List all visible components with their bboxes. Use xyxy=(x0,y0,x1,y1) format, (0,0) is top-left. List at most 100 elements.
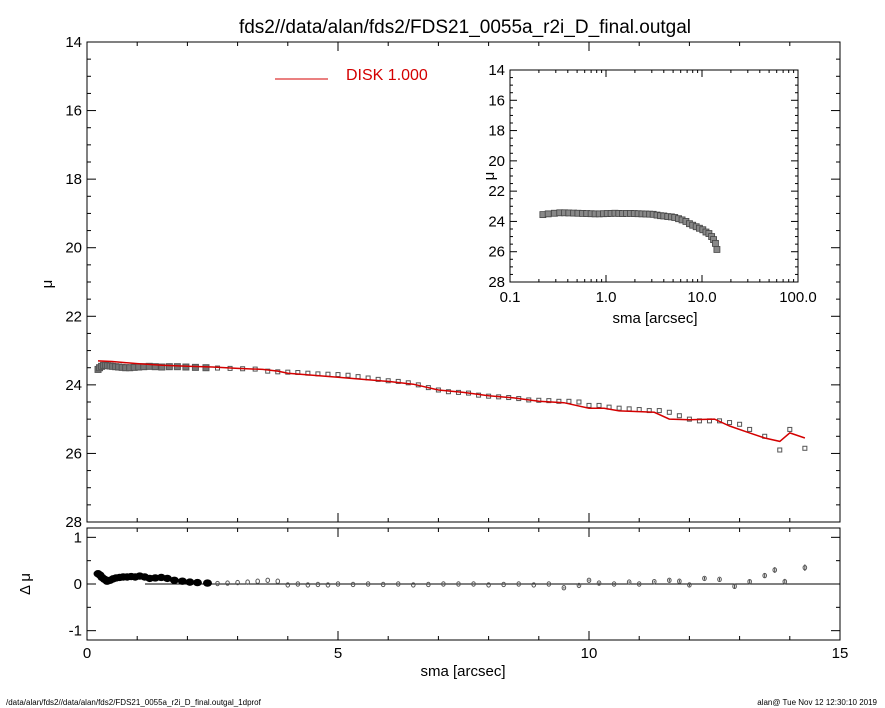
main-y-tick-label: 26 xyxy=(65,445,82,462)
main-data-point xyxy=(325,371,331,377)
residual-data-points xyxy=(93,564,808,591)
inset-x-tick-label: 0.1 xyxy=(500,289,521,306)
disk-model-line xyxy=(97,360,806,443)
main-y-tick-label: 22 xyxy=(65,308,82,325)
inset-y-tick-label: 14 xyxy=(488,62,505,79)
residual-y-ticks: 1 0 -1 xyxy=(69,529,840,640)
main-data-point xyxy=(191,363,199,371)
residual-data-point xyxy=(235,579,240,586)
main-data-point xyxy=(576,399,582,405)
residual-data-point xyxy=(717,576,722,583)
residual-data-point xyxy=(732,583,737,590)
main-data-point xyxy=(747,426,753,432)
main-data-point xyxy=(265,368,271,374)
main-data-point xyxy=(375,376,381,382)
residual-data-point xyxy=(192,578,202,587)
residual-y-tick-label: -1 xyxy=(69,623,82,640)
residual-data-point xyxy=(350,581,356,588)
residual-data-point xyxy=(365,581,371,587)
main-data-point xyxy=(151,363,159,371)
main-data-point xyxy=(546,398,552,404)
residual-data-point xyxy=(285,582,291,588)
residual-data-point xyxy=(245,579,250,585)
residual-data-point xyxy=(325,582,331,588)
residual-data-point xyxy=(486,582,491,588)
residual-x-axis-label: sma [arcsec] xyxy=(420,663,505,680)
main-data-point xyxy=(656,408,662,414)
residual-data-point xyxy=(576,582,582,589)
residual-data-point xyxy=(687,582,692,588)
inset-y-tick-label: 22 xyxy=(488,183,505,200)
residual-data-point xyxy=(586,577,592,583)
residual-data-point xyxy=(456,581,461,587)
residual-data-point xyxy=(561,585,567,591)
residual-data-point xyxy=(202,579,212,587)
main-data-point xyxy=(345,372,351,378)
inset-y-tick-label: 24 xyxy=(488,213,505,230)
residual-data-point xyxy=(411,582,416,588)
main-data-point xyxy=(566,398,572,404)
legend-label: DISK 1.000 xyxy=(346,67,428,84)
main-data-point xyxy=(556,398,562,404)
residual-data-point xyxy=(225,580,230,586)
main-data-point xyxy=(676,413,682,419)
residual-data-point xyxy=(782,578,788,585)
main-data-point xyxy=(737,421,743,427)
main-data-point xyxy=(335,372,341,378)
residual-x-tick-label: 5 xyxy=(334,645,342,662)
residual-data-point xyxy=(441,581,446,587)
residual-data-point xyxy=(265,577,271,583)
residual-x-tick-label: 0 xyxy=(83,645,91,662)
main-y-tick-label: 14 xyxy=(65,34,82,51)
main-data-point xyxy=(616,405,622,411)
main-y-tick-label: 24 xyxy=(65,377,82,394)
residual-data-point xyxy=(255,578,260,584)
residual-data-point xyxy=(516,581,522,587)
residual-data-point xyxy=(762,572,768,579)
main-data-point xyxy=(802,445,808,451)
main-data-point xyxy=(165,363,173,371)
residual-panel: 10-1 0 5 10 15 Δ μ sma [arcsec] xyxy=(17,527,848,680)
footer-user-timestamp: alan@ Tue Nov 12 12:30:10 2019 xyxy=(757,698,877,707)
residual-y-axis-label: Δ μ xyxy=(17,573,34,595)
inset-y-tick-label: 20 xyxy=(488,153,505,170)
residual-data-point xyxy=(305,582,311,588)
residual-y-tick-label: 0 xyxy=(74,576,82,593)
inset-data-point xyxy=(712,239,719,247)
main-x-ticks xyxy=(86,42,841,522)
main-y-tick-label: 20 xyxy=(65,240,82,257)
footer-file-path: /data/alan/fds2//data/alan/fds2/FDS21_00… xyxy=(6,698,262,707)
chart-title: fds2//data/alan/fds2/FDS21_0055a_r2i_D_f… xyxy=(239,17,691,38)
residual-data-point xyxy=(702,575,707,582)
inset-plot-frame xyxy=(509,69,799,283)
residual-data-point xyxy=(636,581,642,587)
residual-data-point xyxy=(802,564,808,571)
main-data-point xyxy=(666,409,672,415)
residual-data-point xyxy=(611,581,617,587)
residual-data-point xyxy=(546,581,552,587)
residual-data-point xyxy=(772,567,778,573)
main-y-tick-label: 28 xyxy=(65,514,82,531)
residual-data-point xyxy=(596,580,602,586)
main-data-point xyxy=(787,426,793,432)
main-data-point xyxy=(586,402,592,408)
main-data-point xyxy=(596,402,602,408)
residual-data-point xyxy=(335,581,341,587)
residual-data-point xyxy=(169,576,179,584)
main-y-tick-label: 16 xyxy=(65,103,82,120)
residual-y-tick-label: 1 xyxy=(74,529,82,546)
inset-x-tick-label: 100.0 xyxy=(779,289,817,306)
residual-data-point xyxy=(747,578,752,585)
inset-y-tick-label: 16 xyxy=(488,92,505,109)
residual-data-point xyxy=(677,578,682,584)
residual-data-point xyxy=(380,581,386,588)
inset-y-tick-label: 28 xyxy=(488,274,505,291)
inset-y-tick-label: 18 xyxy=(488,123,505,140)
residual-data-point xyxy=(531,582,537,588)
residual-data-point xyxy=(215,580,220,587)
inset-data-point xyxy=(713,246,721,253)
inset-y-ticks: 14 16 18 20 22 24 26 28 xyxy=(488,62,798,291)
main-data-point xyxy=(777,447,783,453)
inset-x-axis-label: sma [arcsec] xyxy=(612,310,697,327)
